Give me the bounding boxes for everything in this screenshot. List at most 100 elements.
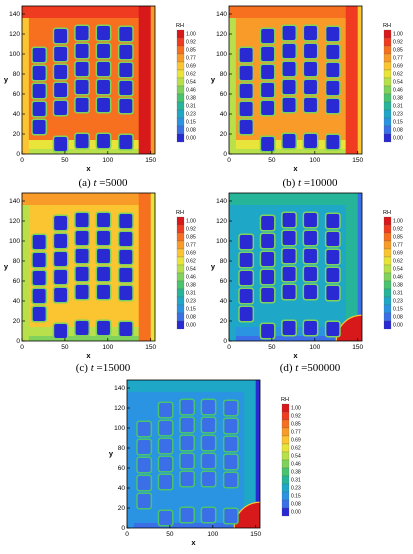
grain-block	[97, 44, 110, 58]
legend-swatch	[176, 320, 185, 330]
grain-block	[97, 231, 110, 245]
grain-block	[304, 267, 317, 281]
x-tick-label: 100	[207, 531, 218, 538]
grain-block	[180, 508, 194, 522]
legend-label: 0.23	[186, 299, 196, 305]
legend-label: 0.92	[291, 414, 301, 420]
legend-title: RH	[281, 397, 289, 403]
legend-swatch	[383, 85, 392, 95]
grain-block	[75, 44, 89, 58]
legend-label: 0.00	[186, 323, 196, 329]
grain-block	[137, 440, 151, 454]
y-tick-label: 80	[13, 258, 21, 265]
grain-block	[97, 321, 110, 335]
panel-a: 0 50 100 150 0 20 40 60 80 100 120 140 x y RH 1.00 0.92 0…	[0, 0, 206, 175]
legend-label: 0.23	[186, 112, 196, 118]
legend-swatch	[176, 69, 185, 79]
legend-swatch	[383, 320, 392, 330]
x-tick-label: 0	[125, 531, 129, 538]
legend-label: 0.00	[186, 136, 196, 142]
grain-block	[75, 213, 89, 227]
legend-label: 0.85	[186, 48, 196, 54]
grain-block	[119, 99, 133, 113]
field-corner-region	[336, 315, 362, 341]
y-tick-label: 60	[118, 465, 126, 472]
grain-block	[159, 403, 173, 417]
grain-block	[239, 235, 253, 249]
legend-swatch	[176, 280, 185, 290]
legend-swatch	[383, 272, 392, 282]
legend-swatch	[281, 483, 290, 493]
y-tick-label: 0	[223, 338, 227, 345]
grain-block	[32, 84, 46, 98]
legend-swatch	[383, 109, 392, 119]
legend-label: 0.38	[393, 283, 403, 289]
grain-block	[261, 252, 275, 266]
legend-swatch	[176, 216, 185, 226]
panel-d: 0 50 100 150 0 20 40 60 80 100 120 140 x y RH 1.00 0.92 0…	[207, 187, 413, 362]
grain-block	[75, 231, 89, 245]
y-axis-label: y	[211, 262, 216, 271]
field-bottom-edge	[229, 149, 362, 154]
y-axis-label: y	[4, 75, 9, 84]
grain-block	[180, 472, 194, 486]
grain-block	[304, 98, 317, 112]
legend-swatch	[383, 304, 392, 314]
grain-block	[239, 48, 253, 62]
legend-label: 0.85	[186, 235, 196, 241]
grain-block	[261, 288, 275, 302]
legend-label: 0.00	[393, 323, 403, 329]
chart-c: 0 50 100 150 0 20 40 60 80 100 120 140 x y RH1.00 0.92 0…	[4, 192, 196, 360]
grain-block	[137, 494, 151, 508]
y-tick-label: 0	[16, 151, 20, 158]
x-tick-label: 100	[102, 157, 113, 164]
y-tick-label: 100	[9, 238, 20, 245]
grain-block	[239, 120, 253, 134]
grain-block	[261, 47, 275, 61]
legend-swatch	[383, 101, 392, 111]
y-tick-label: 0	[121, 525, 125, 532]
legend-label: 0.62	[393, 72, 403, 78]
grain-block	[239, 66, 253, 80]
grain-block	[75, 98, 89, 112]
grain-block	[159, 439, 173, 453]
grain-block	[224, 401, 238, 415]
grain-block	[137, 458, 151, 472]
field-left-band	[229, 193, 236, 341]
legend-swatch	[383, 37, 392, 47]
legend-label: 0.31	[393, 104, 403, 110]
legend-swatch	[383, 288, 392, 298]
y-tick-label: 140	[216, 11, 227, 18]
grain-block	[202, 418, 215, 432]
field-bottom-edge	[229, 336, 362, 341]
grain-block	[32, 271, 46, 285]
legend-label: 0.46	[291, 462, 301, 468]
legend-label: 0.85	[291, 422, 301, 428]
grain-block	[202, 472, 215, 486]
legend-title: RH	[176, 23, 184, 29]
legend-swatch	[176, 272, 185, 282]
legend-label: 0.62	[186, 259, 196, 265]
legend-swatch	[383, 296, 392, 306]
x-tick-label: 150	[145, 344, 156, 351]
grain-block	[54, 252, 68, 266]
legend-label: 0.77	[393, 243, 403, 249]
grain-block	[119, 232, 133, 246]
caption-b: (b) t =10000	[282, 177, 338, 189]
field-bottom-edge	[127, 523, 260, 528]
grain-block	[261, 101, 275, 115]
legend-label: 1.00	[186, 32, 196, 38]
field-top-band	[127, 380, 260, 392]
grain-block	[119, 286, 133, 300]
legend-label: 0.15	[393, 307, 403, 313]
grain-block	[224, 473, 238, 487]
grain-block	[32, 235, 46, 249]
grain-block	[75, 285, 89, 299]
grain-block	[304, 249, 317, 263]
grain-block	[97, 26, 110, 40]
grain-block	[75, 267, 89, 281]
grain-block	[54, 101, 68, 115]
y-tick-label: 20	[220, 131, 228, 138]
legend-swatch	[176, 125, 185, 135]
legend-swatch	[281, 499, 290, 509]
